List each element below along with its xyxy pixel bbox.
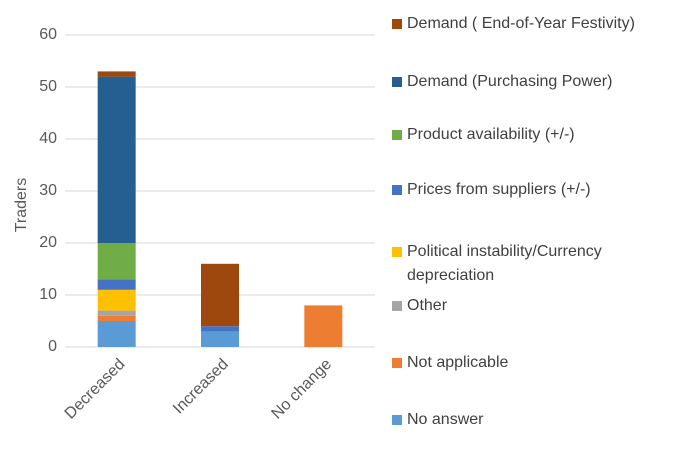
y-tick-label: 40 bbox=[39, 130, 57, 147]
legend-swatch bbox=[392, 415, 402, 425]
x-tick-label: No change bbox=[268, 356, 335, 423]
bar-segment bbox=[304, 305, 343, 347]
y-tick-label: 60 bbox=[39, 26, 57, 43]
legend-item: Product availability (+/-) bbox=[388, 123, 692, 147]
bar-segment bbox=[97, 279, 136, 290]
legend-item: Not applicable bbox=[388, 351, 692, 375]
legend-label: Product availability (+/-) bbox=[407, 126, 575, 143]
y-tick-label: 50 bbox=[39, 78, 57, 95]
bar-segment bbox=[97, 321, 136, 347]
legend-label: No answer bbox=[407, 411, 484, 428]
bar-segment bbox=[201, 326, 239, 332]
legend: Demand ( End-of-Year Festivity) Demand (P… bbox=[388, 0, 693, 449]
legend-label: Political instability/Currency depreciat… bbox=[407, 243, 602, 284]
bar-segment bbox=[97, 76, 136, 243]
legend-item: No answer bbox=[388, 408, 692, 432]
y-axis-title: Traders bbox=[13, 178, 30, 233]
y-tick-label: 20 bbox=[39, 234, 57, 251]
legend-label: Other bbox=[407, 297, 448, 314]
legend-item: Prices from suppliers (+/-) bbox=[388, 178, 692, 202]
x-tick-label: Decreased bbox=[62, 356, 129, 423]
x-tick-label: Increased bbox=[170, 356, 232, 418]
legend-swatch bbox=[392, 77, 402, 87]
bar-segment bbox=[97, 310, 136, 316]
legend-swatch bbox=[392, 358, 402, 368]
bar-segment bbox=[201, 331, 239, 347]
legend-item: Demand ( End-of-Year Festivity) bbox=[388, 12, 692, 36]
bar-segment bbox=[201, 263, 239, 327]
y-tick-label: 0 bbox=[48, 338, 57, 355]
legend-item: Other bbox=[388, 294, 692, 318]
legend-label: Prices from suppliers (+/-) bbox=[407, 181, 591, 198]
legend-item: Political instability/Currency depreciat… bbox=[388, 240, 692, 288]
y-tick-label: 30 bbox=[39, 182, 57, 199]
legend-swatch bbox=[392, 185, 402, 195]
legend-item: Demand (Purchasing Power) bbox=[388, 70, 692, 94]
bar-segment bbox=[97, 243, 136, 280]
legend-swatch bbox=[392, 247, 402, 257]
legend-swatch bbox=[392, 19, 402, 29]
legend-swatch bbox=[392, 301, 402, 311]
bar-segment bbox=[97, 315, 136, 321]
legend-swatch bbox=[392, 130, 402, 140]
legend-label: Demand ( End-of-Year Festivity) bbox=[407, 15, 635, 32]
bar-segment bbox=[97, 289, 136, 311]
legend-label: Demand (Purchasing Power) bbox=[407, 73, 613, 90]
legend-label: Not applicable bbox=[407, 354, 509, 371]
y-tick-label: 10 bbox=[39, 286, 57, 303]
bar-segment bbox=[97, 71, 136, 77]
